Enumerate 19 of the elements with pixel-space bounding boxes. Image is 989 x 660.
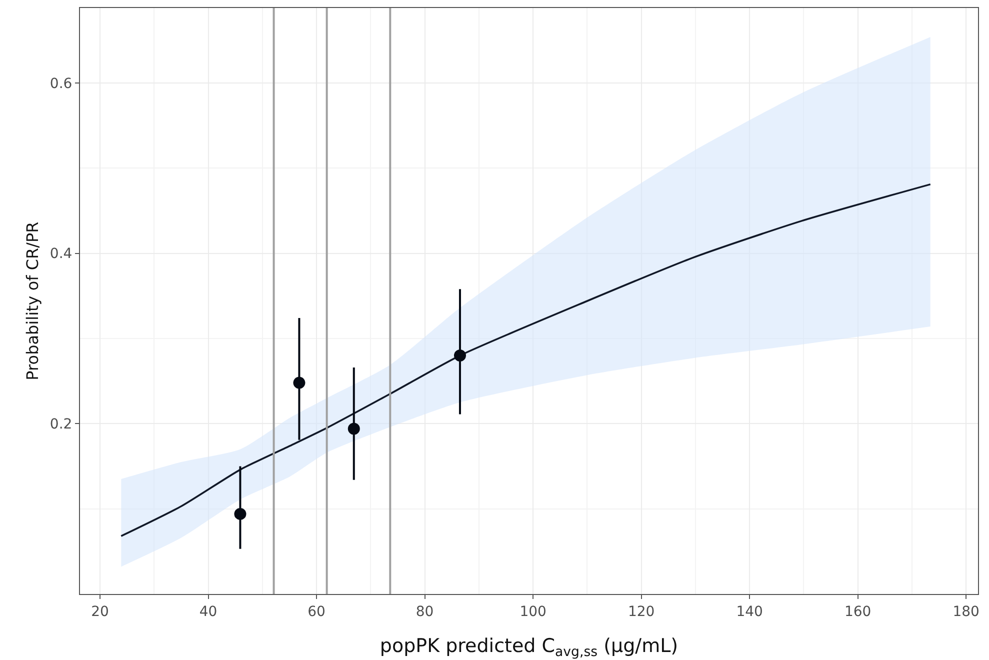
x-tick-label: 180 — [952, 604, 980, 620]
point — [293, 376, 306, 389]
x-tick-label: 160 — [844, 604, 872, 620]
x-tick-label: 60 — [308, 604, 326, 620]
x-tick-label: 140 — [736, 604, 763, 620]
x-tick-label: 40 — [199, 604, 218, 620]
x-tick-label: 120 — [628, 604, 655, 620]
x-tick-label: 20 — [91, 604, 109, 620]
point — [348, 422, 360, 435]
point — [454, 350, 466, 362]
point — [234, 508, 246, 520]
line-series — [120, 183, 932, 537]
y-tick-label: 0.4 — [50, 246, 72, 262]
y-tick-label: 0.2 — [50, 416, 72, 433]
y-tick-label: 0.6 — [50, 76, 72, 92]
x-tick-label: 100 — [520, 604, 546, 620]
y-axis-title: Probability of CR/PR — [23, 222, 42, 380]
x-tick-label: 80 — [416, 604, 434, 620]
x-axis-title: popPK predicted C$_{avg,ss}$ (µg/mL) — [380, 635, 678, 660]
